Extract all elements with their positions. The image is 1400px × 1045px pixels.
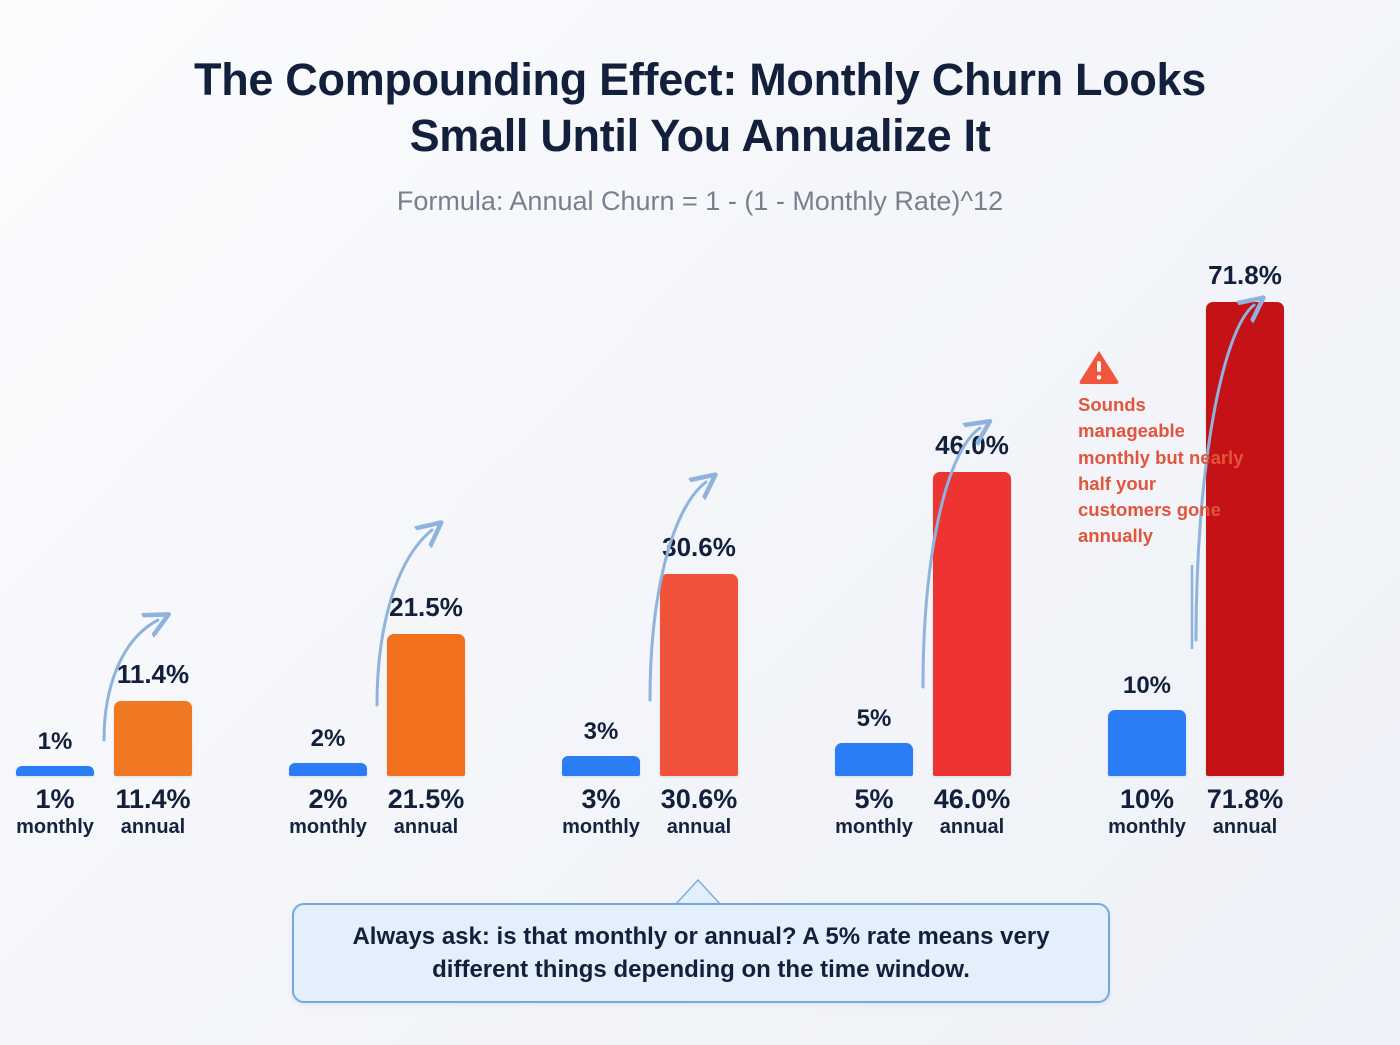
- warning-annotation: Sounds manageable monthly but nearly hal…: [1078, 348, 1246, 550]
- axis-label-monthly-0: 1% monthly: [0, 784, 110, 841]
- axis-label-unit: annual: [393, 816, 459, 839]
- bar-monthly-5[interactable]: [835, 742, 913, 776]
- bar-monthly-1[interactable]: [16, 766, 94, 776]
- axis-label-unit: monthly: [289, 816, 367, 839]
- bar-annual-1[interactable]: [114, 700, 192, 776]
- axis-label-monthly-1: 2% monthly: [273, 784, 383, 841]
- axis-label-value: 71.8%: [1206, 784, 1284, 814]
- bar-monthly-3[interactable]: [562, 756, 640, 776]
- axis-label-annual-3: 46.0% annual: [917, 784, 1027, 841]
- axis-label-value: 10%: [1119, 784, 1175, 814]
- bar-annual-5[interactable]: [933, 472, 1011, 776]
- axis-label-unit: monthly: [562, 816, 640, 839]
- bar-annual-3[interactable]: [660, 573, 738, 776]
- axis-label-value: 21.5%: [387, 784, 465, 814]
- bar-value-label-monthly-4: 10%: [1122, 671, 1172, 699]
- warning-annotation-text: Sounds manageable monthly but nearly hal…: [1078, 394, 1244, 547]
- axis-label-annual-0: 11.4% annual: [98, 784, 208, 841]
- callout-tail: [676, 881, 720, 905]
- bar-value-label-monthly-2: 3%: [583, 718, 619, 746]
- axis-label-value: 46.0%: [933, 784, 1011, 814]
- axis-label-annual-1: 21.5% annual: [371, 784, 481, 841]
- bar-value-label-annual-1: 21.5%: [389, 592, 463, 623]
- bar-value-label-monthly-1: 2%: [310, 724, 346, 752]
- axis-label-value: 30.6%: [660, 784, 738, 814]
- warning-triangle-icon: [1079, 351, 1119, 384]
- callout-box: Always ask: is that monthly or annual? A…: [292, 903, 1110, 1003]
- bar-value-label-annual-2: 30.6%: [662, 531, 736, 562]
- axis-label-unit: annual: [1212, 816, 1278, 839]
- axis-label-monthly-2: 3% monthly: [546, 784, 656, 841]
- axis-label-annual-4: 71.8% annual: [1190, 784, 1300, 841]
- callout-text: Always ask: is that monthly or annual? A…: [352, 922, 1050, 983]
- axis-label-monthly-3: 5% monthly: [819, 784, 929, 841]
- bar-value-label-monthly-0: 1%: [37, 728, 73, 755]
- bar-value-label-annual-0: 11.4%: [116, 658, 190, 689]
- bar-value-label-monthly-3: 5%: [856, 704, 892, 732]
- page-title: The Compounding Effect: Monthly Churn Lo…: [194, 54, 1206, 161]
- axis-label-unit: annual: [666, 816, 732, 839]
- axis-label-monthly-4: 10% monthly: [1092, 784, 1202, 841]
- axis-label-unit: monthly: [1108, 816, 1186, 839]
- axis-label-unit: monthly: [16, 816, 94, 839]
- chart-header: The Compounding Effect: Monthly Churn Lo…: [0, 0, 1400, 217]
- bar-annual-2[interactable]: [387, 634, 465, 776]
- axis-label-value: 3%: [581, 784, 621, 814]
- chart-subtitle: Formula: Annual Churn = 1 - (1 - Monthly…: [396, 185, 1004, 216]
- axis-label-unit: annual: [120, 816, 186, 839]
- bar-monthly-2[interactable]: [289, 762, 367, 776]
- bar-monthly-10[interactable]: [1108, 709, 1186, 776]
- axis-label-unit: monthly: [835, 816, 913, 839]
- axis-label-annual-2: 30.6% annual: [644, 784, 754, 841]
- axis-label-value: 11.4%: [115, 784, 191, 814]
- bar-value-label-annual-4: 71.8%: [1208, 260, 1282, 290]
- axis-label-unit: annual: [939, 816, 1005, 839]
- axis-label-value: 5%: [854, 784, 894, 814]
- bar-value-label-annual-3: 46.0%: [935, 430, 1009, 461]
- axis-label-value: 1%: [35, 784, 75, 814]
- axis-label-value: 2%: [308, 784, 348, 814]
